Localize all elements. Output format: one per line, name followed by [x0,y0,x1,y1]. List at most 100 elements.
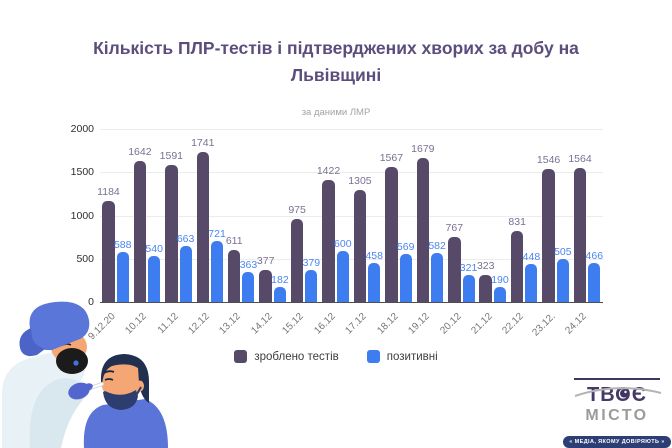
x-axis-line [100,301,603,303]
tests-bar [353,190,367,303]
medic-respirator-mask [56,348,88,374]
positive-bar [179,245,192,303]
positive-legend-swatch [366,350,380,363]
chart-subtitle: за даними ЛМР [301,107,371,118]
positive-bar [399,253,412,303]
positive-value-label: 448 [522,251,541,264]
plot-area: 1184 588 1642 540 1591 663 1741 721 611 363 377 182… [97,129,603,303]
tests-value-label: 611 [225,235,243,248]
tests-bar [133,160,147,303]
positive-bar [273,287,286,303]
positive-bar [211,240,224,303]
tvoe-misto-logo: ТВОЄ МІСТО « МЕДІА, ЯКОМУ ДОВІРЯЮТЬ » [562,378,672,448]
positive-bar [493,286,506,303]
swab-test-illustration [2,301,168,448]
tests-value-label: 1741 [191,137,215,150]
tests-bar [448,236,461,303]
y-tick-label: 0 [88,296,94,308]
positive-bar [305,270,318,303]
tests-bar [573,167,587,303]
tests-value-label: 1184 [97,185,120,198]
tests-bar [479,275,492,303]
positive-value-label: 379 [302,257,321,270]
tests-bar [259,270,272,303]
positive-bar [588,262,601,303]
tests-bar [102,200,115,303]
patient-ear [136,380,144,392]
tests-bar [542,169,555,303]
tests-legend-label: зроблено тестів [254,350,339,363]
logo-tagline: « МЕДІА, ЯКОМУ ДОВІРЯЮТЬ » [563,436,671,448]
y-tick-label: 1000 [70,209,94,222]
positive-value-label: 569 [396,240,415,253]
tests-value-label: 1422 [316,165,341,177]
positive-bar [336,251,349,303]
tests-bar [196,152,210,303]
positive-value-label: 321 [459,262,478,275]
positive-bar [525,264,538,303]
tests-value-label: 1679 [411,142,435,155]
tests-value-label: 323 [476,260,495,273]
positive-bar [556,259,569,303]
tests-value-label: 377 [256,255,275,268]
logo-eye-swoosh [574,387,662,397]
y-tick-label: 2000 [70,123,94,135]
positive-bar [431,252,444,303]
tests-bar [227,250,241,303]
logo-wordmark: ТВОЄ МІСТО [574,384,662,424]
chart-title: Кількість ПЛР-тестів і підтверджених хво… [93,38,579,86]
tests-value-label: 1567 [379,152,404,165]
tests-value-label: 1546 [536,154,561,167]
legend: зроблено тестів позитивні [0,350,672,363]
positive-bar [116,252,129,303]
tests-value-label: 767 [445,221,464,234]
tests-value-label: 1591 [159,150,184,163]
medic-glove [68,382,93,400]
tests-bar [385,167,398,303]
gridline [100,172,603,174]
tests-bar [165,165,178,303]
positive-bar [462,275,475,303]
gridline [100,258,603,260]
tests-legend-swatch [234,350,248,363]
tests-bar [416,157,430,303]
positive-value-label: 540 [145,243,163,256]
positive-value-label: 190 [491,273,509,286]
y-tick-label: 1500 [70,166,94,179]
positive-value-label: 458 [365,250,383,263]
tests-value-label: 1564 [568,152,592,165]
medic-cap [29,301,90,351]
positive-bar [148,256,161,303]
tests-value-label: 1305 [348,175,372,188]
logo-divider-line [574,378,660,380]
positive-value-label: 182 [271,274,289,287]
positive-value-label: 600 [334,238,352,251]
tests-bar [510,231,524,303]
positive-value-label: 505 [554,246,572,259]
patient-shirt [83,399,168,448]
tests-value-label: 1642 [128,145,152,158]
positive-value-label: 588 [113,239,132,252]
positive-value-label: 582 [428,239,446,252]
gridline [100,129,603,130]
tests-bar [290,218,304,303]
patient-figure [83,354,168,448]
legend-item-tests: зроблено тестів [234,350,339,363]
positive-value-label: 663 [176,232,195,245]
y-tick-label: 500 [76,252,94,265]
positive-value-label: 363 [239,258,258,271]
gridline [100,215,603,217]
positive-value-label: 466 [585,249,604,262]
logo-word-misto: МІСТО [585,407,648,424]
positive-bar [368,263,381,303]
positive-legend-label: позитивні [386,350,438,363]
tests-bar [322,180,335,303]
patient-hair [100,354,149,403]
patient-mask-on-chin [103,390,138,410]
positive-value-label: 721 [208,227,226,240]
positive-bar [242,271,255,303]
tests-value-label: 975 [288,203,306,216]
legend-item-positive: позитивні [366,350,438,363]
